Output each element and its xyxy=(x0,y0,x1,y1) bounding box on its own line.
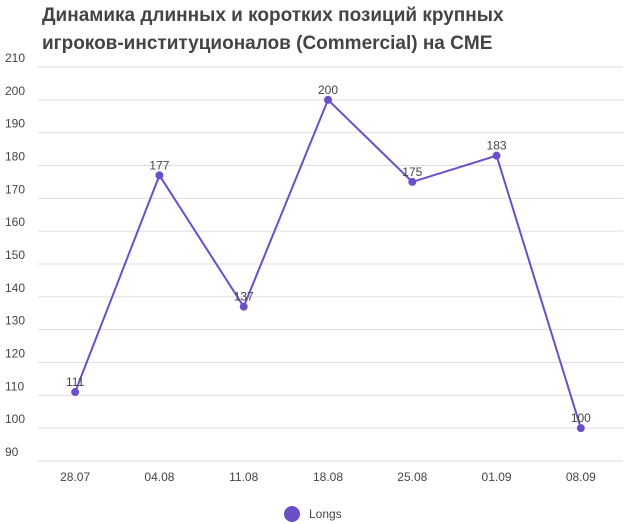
y-tick-label: 170 xyxy=(5,182,25,196)
y-tick-label: 100 xyxy=(5,412,25,426)
point xyxy=(71,388,80,397)
x-tick-label: 25.08 xyxy=(397,470,427,484)
y-tick-label: 180 xyxy=(5,150,25,164)
data-label: 111 xyxy=(66,375,85,389)
chart-title: Динамика длинных и коротких позиций круп… xyxy=(42,5,504,54)
x-tick-label: 08.09 xyxy=(566,470,596,484)
point xyxy=(155,171,164,180)
x-tick-label: 28.07 xyxy=(60,470,90,484)
y-tick-label: 110 xyxy=(5,379,24,393)
x-tick-label: 11.08 xyxy=(229,470,258,484)
data-label: 137 xyxy=(234,290,254,304)
data-label: 183 xyxy=(487,139,507,153)
data-label: 100 xyxy=(571,411,591,425)
legend-marker xyxy=(284,506,300,522)
data-label: 177 xyxy=(149,158,169,172)
point xyxy=(408,177,417,186)
y-tick-label: 160 xyxy=(5,215,25,229)
point xyxy=(576,424,585,433)
data-label: 175 xyxy=(402,165,422,179)
x-tick-label: 04.08 xyxy=(144,470,174,484)
legend-label: Longs xyxy=(309,507,342,521)
y-tick-label: 190 xyxy=(5,117,25,131)
point xyxy=(324,95,332,104)
y-tick-label: 130 xyxy=(5,314,25,328)
x-tick-label: 01.09 xyxy=(482,470,512,484)
y-tick-label: 210 xyxy=(5,51,25,65)
y-tick-label: 200 xyxy=(5,84,25,98)
y-tick-label: 140 xyxy=(5,281,25,295)
point xyxy=(492,151,501,160)
y-tick-label: 90 xyxy=(5,445,19,459)
x-tick-label: 18.08 xyxy=(313,470,343,484)
y-tick-label: 150 xyxy=(5,248,25,262)
data-label: 200 xyxy=(318,83,338,97)
y-tick-label: 120 xyxy=(5,347,25,361)
point xyxy=(239,302,248,311)
